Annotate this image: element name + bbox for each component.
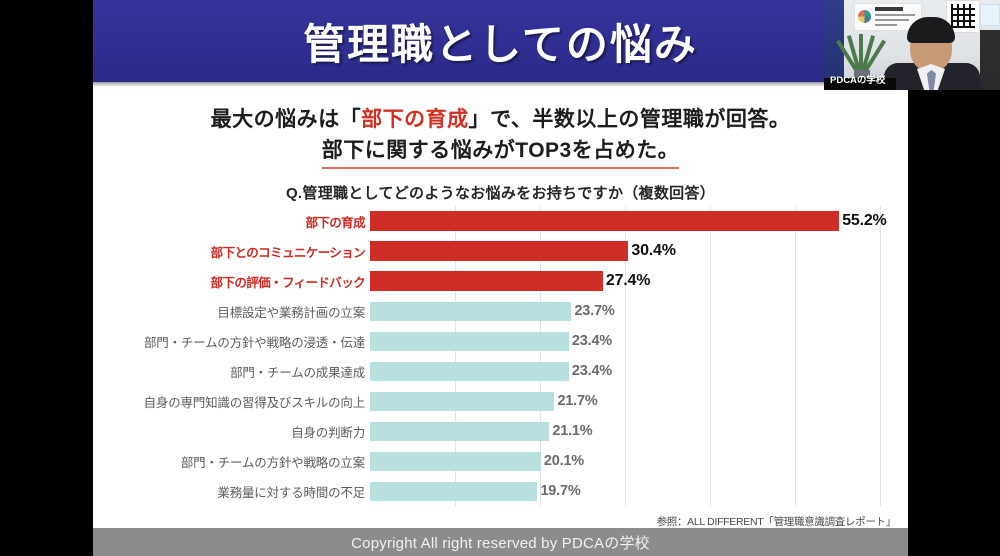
chart-bar-track: 23.4% xyxy=(370,326,908,356)
header-shadow xyxy=(93,82,908,87)
chart-bar-track: 27.4% xyxy=(370,266,908,296)
subtitle-highlight: 部下の育成 xyxy=(361,108,469,131)
chart-bar xyxy=(370,361,569,381)
chart-category-label: 自身の専門知識の習得及びスキルの向上 xyxy=(143,395,366,410)
chart-value-label: 21.1% xyxy=(552,423,593,439)
chart-bar-track: 19.7% xyxy=(370,476,908,506)
chart-bar-track: 55.2% xyxy=(370,206,908,236)
chart-value-label: 21.7% xyxy=(557,393,598,409)
chart-bar xyxy=(370,211,840,231)
poster-line xyxy=(875,24,897,26)
slide-subtitle: 最大の悩みは「部下の育成」で、半数以上の管理職が回答。 部下に関する悩みがTOP… xyxy=(93,104,908,169)
slide-footer: Copyright All right reserved by PDCAの学校 xyxy=(93,528,908,556)
subtitle-line-2-wrap: 部下に関する悩みがTOP3を占めた。 xyxy=(93,135,908,169)
chart-bar-row: 部下とのコミュニケーション 30.4% xyxy=(93,236,908,266)
chart-category-label: 部下の育成 xyxy=(305,215,365,230)
wall-panel xyxy=(824,0,844,90)
chart-bar-track: 23.7% xyxy=(370,296,908,326)
chart-gridline xyxy=(540,206,541,506)
logo-icon xyxy=(858,10,871,23)
chart-category-label: 自身の判断力 xyxy=(291,425,365,440)
chart-category-label: 業務量に対する時間の不足 xyxy=(217,485,365,500)
plant-pot xyxy=(854,70,870,80)
chart-bar xyxy=(370,391,555,411)
chart-bar xyxy=(370,241,629,261)
chart-value-label: 23.4% xyxy=(571,363,613,379)
subtitle-line1-before: 最大の悩みは「 xyxy=(210,108,362,131)
footer-copyright: Copyright All right reserved by PDCAの学校 xyxy=(351,534,650,552)
chart-question-label: Q.管理職としてどのようなお悩みをお持ちですか（複数回答） xyxy=(285,185,716,202)
chart-gridline xyxy=(880,206,881,506)
chart-value-label: 23.4% xyxy=(571,333,613,349)
subtitle-line1-after: 」で、半数以上の管理職が回答。 xyxy=(468,108,791,131)
chart-gridline xyxy=(455,206,456,506)
chart-bar-track: 23.4% xyxy=(370,356,908,386)
chart-rows: 部下の育成 55.2% 部下とのコミュニケーション 30.4% 部下の評価・フィードバッ… xyxy=(93,206,908,506)
chart-bar xyxy=(370,271,603,291)
chart-value-label: 19.7% xyxy=(540,483,581,499)
chart-bar-track: 21.7% xyxy=(370,386,908,416)
chart-value-label: 55.2% xyxy=(842,212,887,229)
chart-category-label: 部門・チームの方針や戦略の立案 xyxy=(180,455,365,470)
chart-bar xyxy=(370,481,538,501)
chart-bar xyxy=(370,301,572,321)
slide-header-banner xyxy=(93,0,908,82)
plant-icon xyxy=(835,18,887,80)
webcam-shadow-right xyxy=(980,30,1000,90)
qr-code-icon xyxy=(951,4,975,28)
chart-value-label: 23.7% xyxy=(574,303,615,319)
chart-bar-row: 部下の育成 55.2% xyxy=(93,206,908,236)
chart-value-label: 20.1% xyxy=(543,453,584,469)
chart-bar xyxy=(370,451,541,471)
bar-chart: 部下の育成 55.2% 部下とのコミュニケーション 30.4% 部下の評価・フィードバッ… xyxy=(93,206,908,506)
chart-bar-row: 部門・チームの成果達成 23.4% xyxy=(93,356,908,386)
chart-bar-row: 部門・チームの方針や戦略の立案 20.1% xyxy=(93,446,908,476)
chart-bar-track: 20.1% xyxy=(370,446,908,476)
poster-line xyxy=(875,14,915,16)
webcam-overlay[interactable]: PDCAの学校 xyxy=(824,0,1000,90)
slide-title: 管理職としての悩み xyxy=(303,20,698,68)
webcam-shadow-left xyxy=(824,78,896,90)
chart-category-label: 部下の評価・フィードバック xyxy=(210,275,366,290)
chart-value-label: 30.4% xyxy=(631,242,676,259)
source-attribution: 参照：ALL DIFFERENT「管理職意識調査レポート」 xyxy=(656,516,897,528)
chart-bar-row: 自身の判断力 21.1% xyxy=(93,416,908,446)
subtitle-line-2: 部下に関する悩みがTOP3を占めた。 xyxy=(321,135,680,169)
poster-heading xyxy=(875,7,903,11)
person-hair xyxy=(907,17,955,43)
webcam-name-label: PDCAの学校 xyxy=(830,75,886,86)
chart-gridline xyxy=(795,206,796,506)
subtitle-line-1: 最大の悩みは「部下の育成」で、半数以上の管理職が回答。 xyxy=(93,104,908,135)
chart-bar-row: 部門・チームの方針や戦略の浸透・伝達 23.4% xyxy=(93,326,908,356)
chart-bar-row: 目標設定や業務計画の立案 23.7% xyxy=(93,296,908,326)
chart-bar-row: 部下の評価・フィードバック 27.4% xyxy=(93,266,908,296)
poster-line xyxy=(875,19,909,21)
chart-gridline xyxy=(625,206,626,506)
chart-bar-track: 21.1% xyxy=(370,416,908,446)
person-tie xyxy=(927,70,936,90)
slide-canvas: 管理職としての悩み 最大の悩みは「部下の育成」で、半数以上の管理職が回答。 部下… xyxy=(93,0,908,556)
chart-category-label: 部門・チームの方針や戦略の浸透・伝達 xyxy=(143,335,365,350)
chart-bar-track: 30.4% xyxy=(370,236,908,266)
chart-gridline xyxy=(710,206,711,506)
chart-category-label: 部門・チームの成果達成 xyxy=(230,365,365,380)
chart-plot-area xyxy=(370,206,908,506)
chart-bar-row: 自身の専門知識の習得及びスキルの向上 21.7% xyxy=(93,386,908,416)
qr-code-panel xyxy=(946,0,980,33)
chart-category-label: 目標設定や業務計画の立案 xyxy=(217,305,365,320)
chart-bar xyxy=(370,331,569,351)
chart-category-label: 部下とのコミュニケーション xyxy=(210,245,366,260)
info-card-icon xyxy=(980,4,1000,26)
chart-value-label: 27.4% xyxy=(605,272,651,289)
chart-bar-row: 業務量に対する時間の不足 19.7% xyxy=(93,476,908,506)
chart-bar xyxy=(370,421,550,441)
